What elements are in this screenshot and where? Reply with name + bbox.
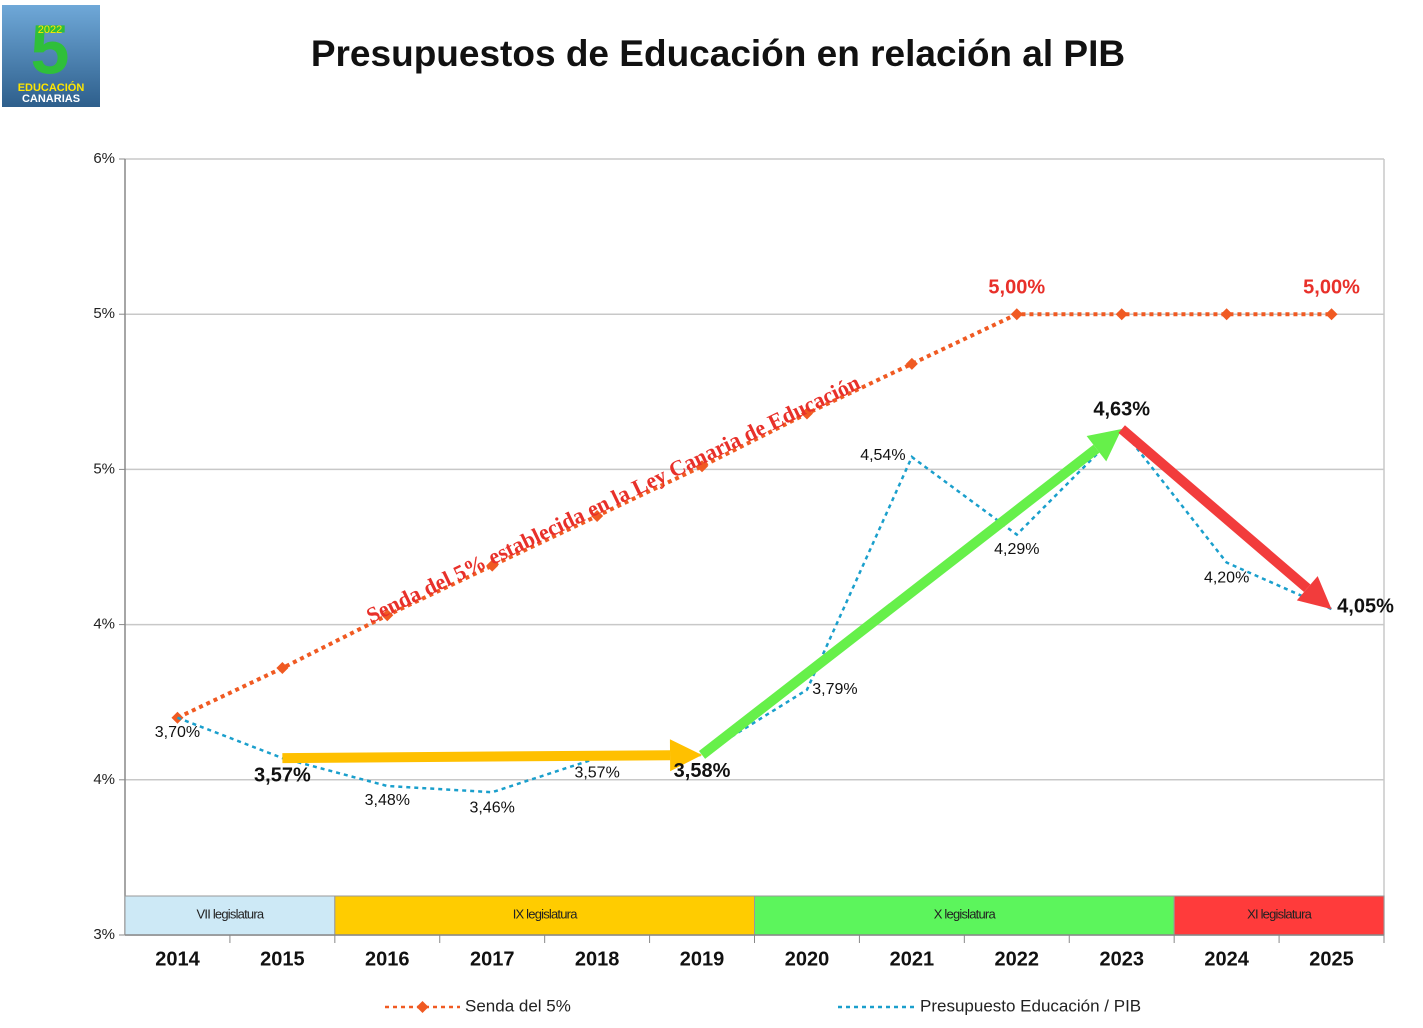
x-tick-label: 2015 — [260, 948, 305, 970]
marker — [696, 460, 709, 473]
series-line — [176, 312, 1332, 720]
arrow-shaft — [282, 750, 671, 764]
y-tick-label: 5% — [93, 305, 115, 322]
x-tick-label: 2024 — [1204, 948, 1249, 970]
y-tick-label: 6% — [93, 150, 115, 167]
y-tick-label: 5% — [93, 460, 115, 477]
x-tick-label: 2014 — [155, 948, 200, 970]
y-tick-label: 4% — [93, 616, 115, 633]
x-tick-label: 2019 — [680, 948, 725, 970]
legend-label: Presupuesto Educación / PIB — [920, 996, 1141, 1015]
x-tick-label: 2018 — [575, 948, 620, 970]
arrow-head — [1086, 429, 1122, 462]
x-tick-label: 2025 — [1309, 948, 1354, 970]
arrow-shaft — [698, 444, 1100, 759]
logo-number: 5 — [31, 10, 70, 88]
legend-marker — [416, 1001, 429, 1013]
legislature-band — [334, 895, 755, 936]
logo-text: CANARIAS — [22, 93, 80, 105]
y-tick-label: 3% — [93, 926, 115, 943]
x-tick-label: 2016 — [365, 948, 410, 970]
data-label: 4,63% — [1093, 398, 1150, 420]
x-tick-label: 2020 — [785, 948, 830, 970]
marker — [800, 407, 813, 420]
legislature-label: VII legislatura — [197, 906, 265, 921]
data-label: 3,79% — [812, 681, 857, 698]
series-line — [177, 427, 1333, 794]
data-label: 3,57% — [254, 764, 311, 786]
marker — [905, 357, 918, 370]
logo-year: 2022 — [38, 24, 62, 36]
data-label: 3,70% — [155, 724, 200, 741]
marker — [1115, 308, 1128, 321]
legislature-label: XI legislatura — [1247, 906, 1313, 921]
annotation: Senda del 5% establecida en la Ley Canar… — [362, 370, 864, 628]
legislature-label: X legislatura — [934, 906, 997, 921]
arrow-head — [669, 739, 703, 772]
data-label: 4,20% — [1204, 570, 1249, 587]
data-label: 3,58% — [674, 760, 731, 782]
marker — [276, 662, 289, 675]
marker — [1325, 308, 1338, 321]
arrow-shaft — [1118, 425, 1311, 593]
logo-text: EDUCACIÓN — [18, 81, 85, 94]
logo: 5 2022 EDUCACIÓN CANARIAS — [2, 5, 100, 107]
data-label: 4,29% — [994, 541, 1039, 558]
logo-background — [2, 5, 100, 107]
x-tick-label: 2017 — [470, 948, 515, 970]
data-label: 3,46% — [470, 799, 515, 816]
legislature-band — [754, 895, 1175, 936]
data-label: 3,57% — [574, 764, 619, 781]
marker — [486, 559, 499, 572]
x-tick-label: 2021 — [890, 948, 935, 970]
x-tick-label: 2022 — [995, 948, 1040, 970]
marker — [1010, 308, 1023, 321]
marker — [591, 509, 604, 522]
legislature-label: IX legislatura — [513, 906, 579, 921]
marker — [1220, 308, 1233, 321]
data-label: 4,54% — [860, 447, 905, 464]
data-label: 5,00% — [988, 276, 1045, 298]
data-label: 4,05% — [1337, 595, 1394, 617]
chart-title: Presupuestos de Educación en relación al… — [311, 33, 1125, 74]
x-tick-label: 2023 — [1099, 948, 1144, 970]
legend-label: Senda del 5% — [465, 996, 571, 1015]
data-label: 3,48% — [365, 792, 410, 809]
y-tick-label: 4% — [93, 771, 115, 788]
marker — [381, 609, 394, 622]
arrow-head — [1296, 576, 1332, 610]
data-label: 5,00% — [1303, 276, 1360, 298]
legislature-band — [1173, 895, 1385, 936]
